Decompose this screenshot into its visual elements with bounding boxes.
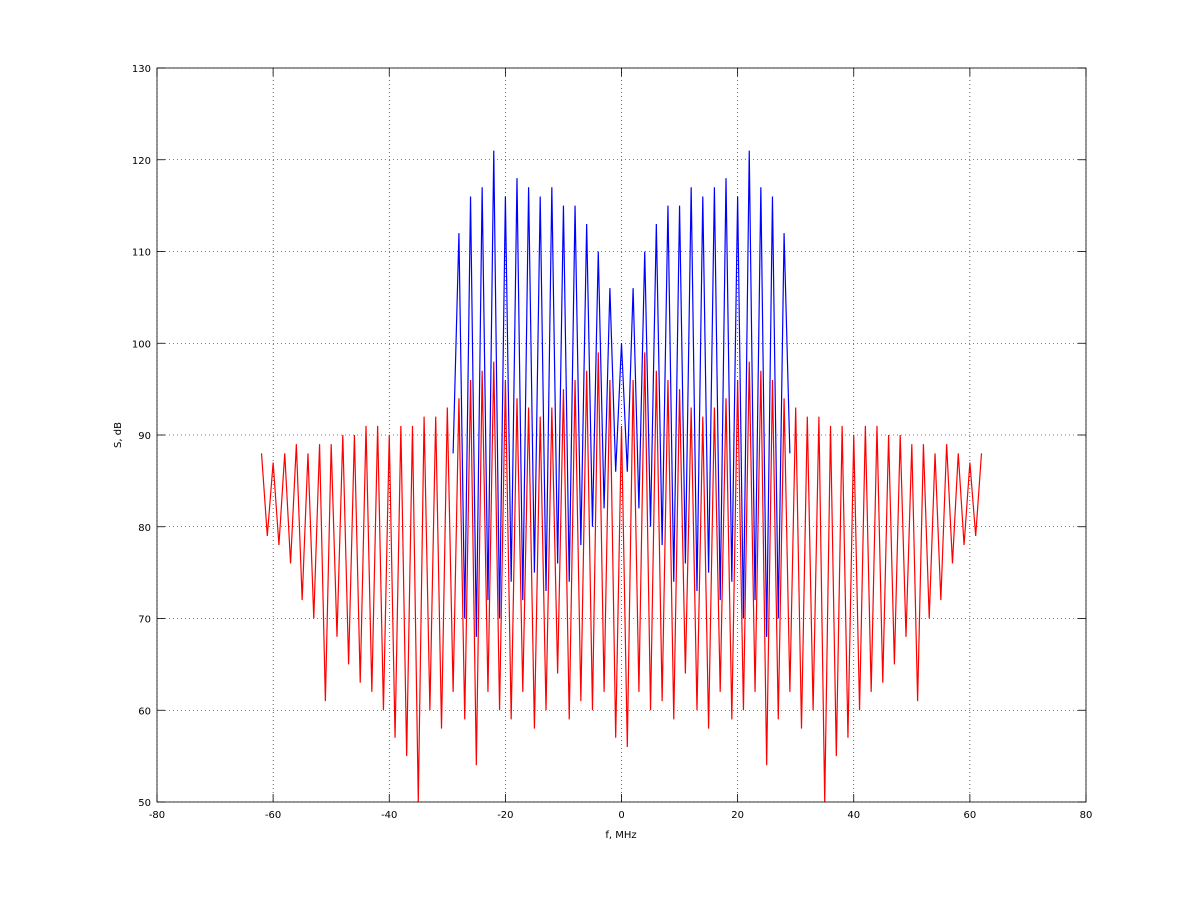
y-tick-label: 130	[132, 64, 151, 75]
x-tick-label: -40	[381, 810, 397, 821]
spectrum-line	[260, 352, 983, 803]
y-tick-label: 60	[138, 706, 151, 717]
y-tick-label: 90	[138, 431, 151, 442]
y-tick-label: 120	[132, 156, 151, 167]
x-tick-label: 40	[847, 810, 860, 821]
plot-frame	[156, 67, 1087, 803]
y-tick-label: 100	[132, 339, 151, 350]
y-tick-label: 110	[132, 248, 151, 259]
x-tick-label: 0	[618, 810, 624, 821]
x-tick-label: -60	[265, 810, 281, 821]
x-tick-label: -20	[497, 810, 513, 821]
x-tick-label: -80	[149, 810, 165, 821]
y-tick-label: 70	[138, 615, 151, 626]
y-axis-label: S, dB	[113, 422, 124, 448]
y-tick-label: 80	[138, 523, 151, 534]
x-tick-label: 60	[964, 810, 977, 821]
x-tick-label: 80	[1080, 810, 1093, 821]
x-tick-label: 20	[731, 810, 744, 821]
spectrum-line	[452, 150, 791, 637]
x-axis-label: f, MHz	[605, 830, 636, 841]
y-tick-label: 50	[138, 798, 151, 809]
